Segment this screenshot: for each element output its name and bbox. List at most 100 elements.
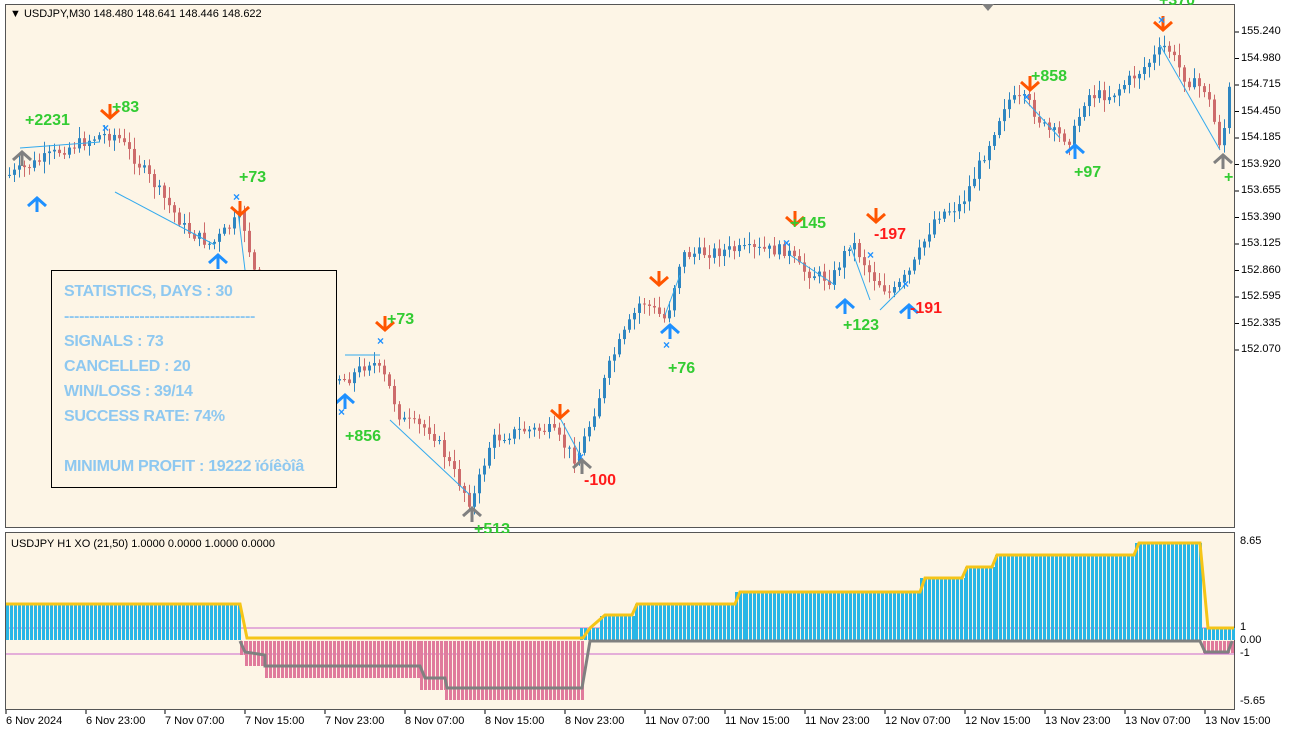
histogram-bar xyxy=(977,567,980,640)
buy-arrow-icon xyxy=(660,322,680,339)
candle-body xyxy=(1158,47,1161,55)
histogram-bar xyxy=(130,604,133,640)
histogram-bar xyxy=(46,604,49,640)
candle-body xyxy=(1223,128,1226,146)
scroll-marker-icon xyxy=(982,4,994,11)
candle-body xyxy=(738,245,741,252)
histogram-bar xyxy=(1223,641,1226,653)
histogram-bar xyxy=(178,604,181,640)
histogram-bar xyxy=(436,641,439,690)
candle-body xyxy=(568,447,571,449)
candle-body xyxy=(343,379,346,381)
candle-body xyxy=(478,474,481,494)
histogram-bar xyxy=(905,592,908,640)
candle-body xyxy=(588,426,591,437)
cross-marker: × xyxy=(102,121,109,135)
candle-body xyxy=(823,271,826,281)
candle-body xyxy=(108,133,111,141)
candle-body xyxy=(43,153,46,162)
histogram-bar xyxy=(1027,555,1030,640)
histogram-bar xyxy=(1228,628,1231,640)
histogram-bar xyxy=(869,592,872,640)
price-tick-label: 152.595 xyxy=(1241,290,1281,302)
histogram-bar xyxy=(1015,555,1018,640)
histogram-bar xyxy=(561,641,564,700)
candle-body xyxy=(603,377,606,399)
histogram-bar xyxy=(1079,555,1082,640)
histogram-bar xyxy=(1200,628,1203,640)
histogram-bar xyxy=(805,592,808,640)
signal-label: +76 xyxy=(668,360,696,377)
histogram-bar xyxy=(995,555,998,640)
histogram-bar xyxy=(222,604,225,640)
candle-body xyxy=(138,163,141,168)
histogram-bar xyxy=(981,567,984,640)
sell-arrow-icon xyxy=(550,404,570,421)
histogram-bar xyxy=(932,578,935,640)
histogram-bar xyxy=(98,604,101,640)
candle-body xyxy=(1028,94,1031,100)
histogram-bar xyxy=(90,604,93,640)
histogram-bar xyxy=(753,592,756,640)
candle-body xyxy=(133,148,136,164)
histogram-bar xyxy=(592,628,595,640)
candle-body xyxy=(348,379,351,384)
histogram-bar xyxy=(989,567,992,640)
candle-body xyxy=(483,465,486,475)
candle-body xyxy=(893,287,896,293)
price-tick-label: 154.715 xyxy=(1241,78,1281,90)
histogram-bar xyxy=(703,604,706,640)
candle-body xyxy=(878,281,881,286)
signal-label: +2231 xyxy=(25,112,70,129)
candle-body xyxy=(383,365,386,375)
dropdown-triangle-icon[interactable]: ▼ xyxy=(10,8,21,20)
histogram-bar xyxy=(206,604,209,640)
histogram-bar xyxy=(420,641,423,690)
candle-body xyxy=(978,160,981,179)
histogram-bar xyxy=(501,641,504,700)
histogram-bar xyxy=(78,604,81,640)
candle-body xyxy=(748,244,751,246)
histogram-bar xyxy=(553,641,556,700)
histogram-bar xyxy=(727,604,730,640)
stats-success: SUCCESS RATE: 74% xyxy=(64,408,225,425)
stats-cancelled: CANCELLED : 20 xyxy=(64,358,191,375)
time-tick-label: 7 Nov 15:00 xyxy=(245,715,305,727)
histogram-bar xyxy=(1211,641,1214,653)
candle-body xyxy=(428,427,431,434)
histogram-bar xyxy=(1155,543,1158,640)
candle-body xyxy=(1163,45,1166,48)
histogram-bar xyxy=(789,592,792,640)
candle-body xyxy=(48,151,51,154)
histogram-bar xyxy=(655,604,658,640)
histogram-bar xyxy=(889,592,892,640)
candle-body xyxy=(143,165,146,168)
histogram-bar xyxy=(1127,555,1130,640)
candle-body xyxy=(673,288,676,311)
time-tick-label: 11 Nov 23:00 xyxy=(805,715,870,727)
histogram-bar xyxy=(731,604,734,640)
buy-arrow-icon xyxy=(835,297,855,314)
histogram-bar xyxy=(424,641,427,690)
histogram-bar xyxy=(533,641,536,700)
histogram-bar xyxy=(1075,555,1078,640)
candle-body xyxy=(63,153,66,155)
histogram-bar xyxy=(110,604,113,640)
trend-line xyxy=(789,254,836,286)
price-tick-label: 153.390 xyxy=(1241,210,1281,223)
histogram-bar xyxy=(186,604,189,640)
trend-line xyxy=(389,419,471,496)
histogram-bar xyxy=(289,641,292,678)
time-tick-label: 12 Nov 15:00 xyxy=(965,715,1031,727)
sell-arrow-icon xyxy=(100,104,120,121)
histogram-bar xyxy=(719,604,722,640)
candle-body xyxy=(653,305,656,308)
indicator-tick-label: 8.65 xyxy=(1240,535,1262,547)
histogram-bar xyxy=(505,641,508,700)
histogram-bar xyxy=(679,604,682,640)
buy-arrow-icon xyxy=(1213,152,1233,169)
histogram-bar xyxy=(1219,641,1222,653)
trend-line xyxy=(849,244,871,301)
candle-body xyxy=(1208,92,1211,100)
histogram-bar xyxy=(34,604,37,640)
